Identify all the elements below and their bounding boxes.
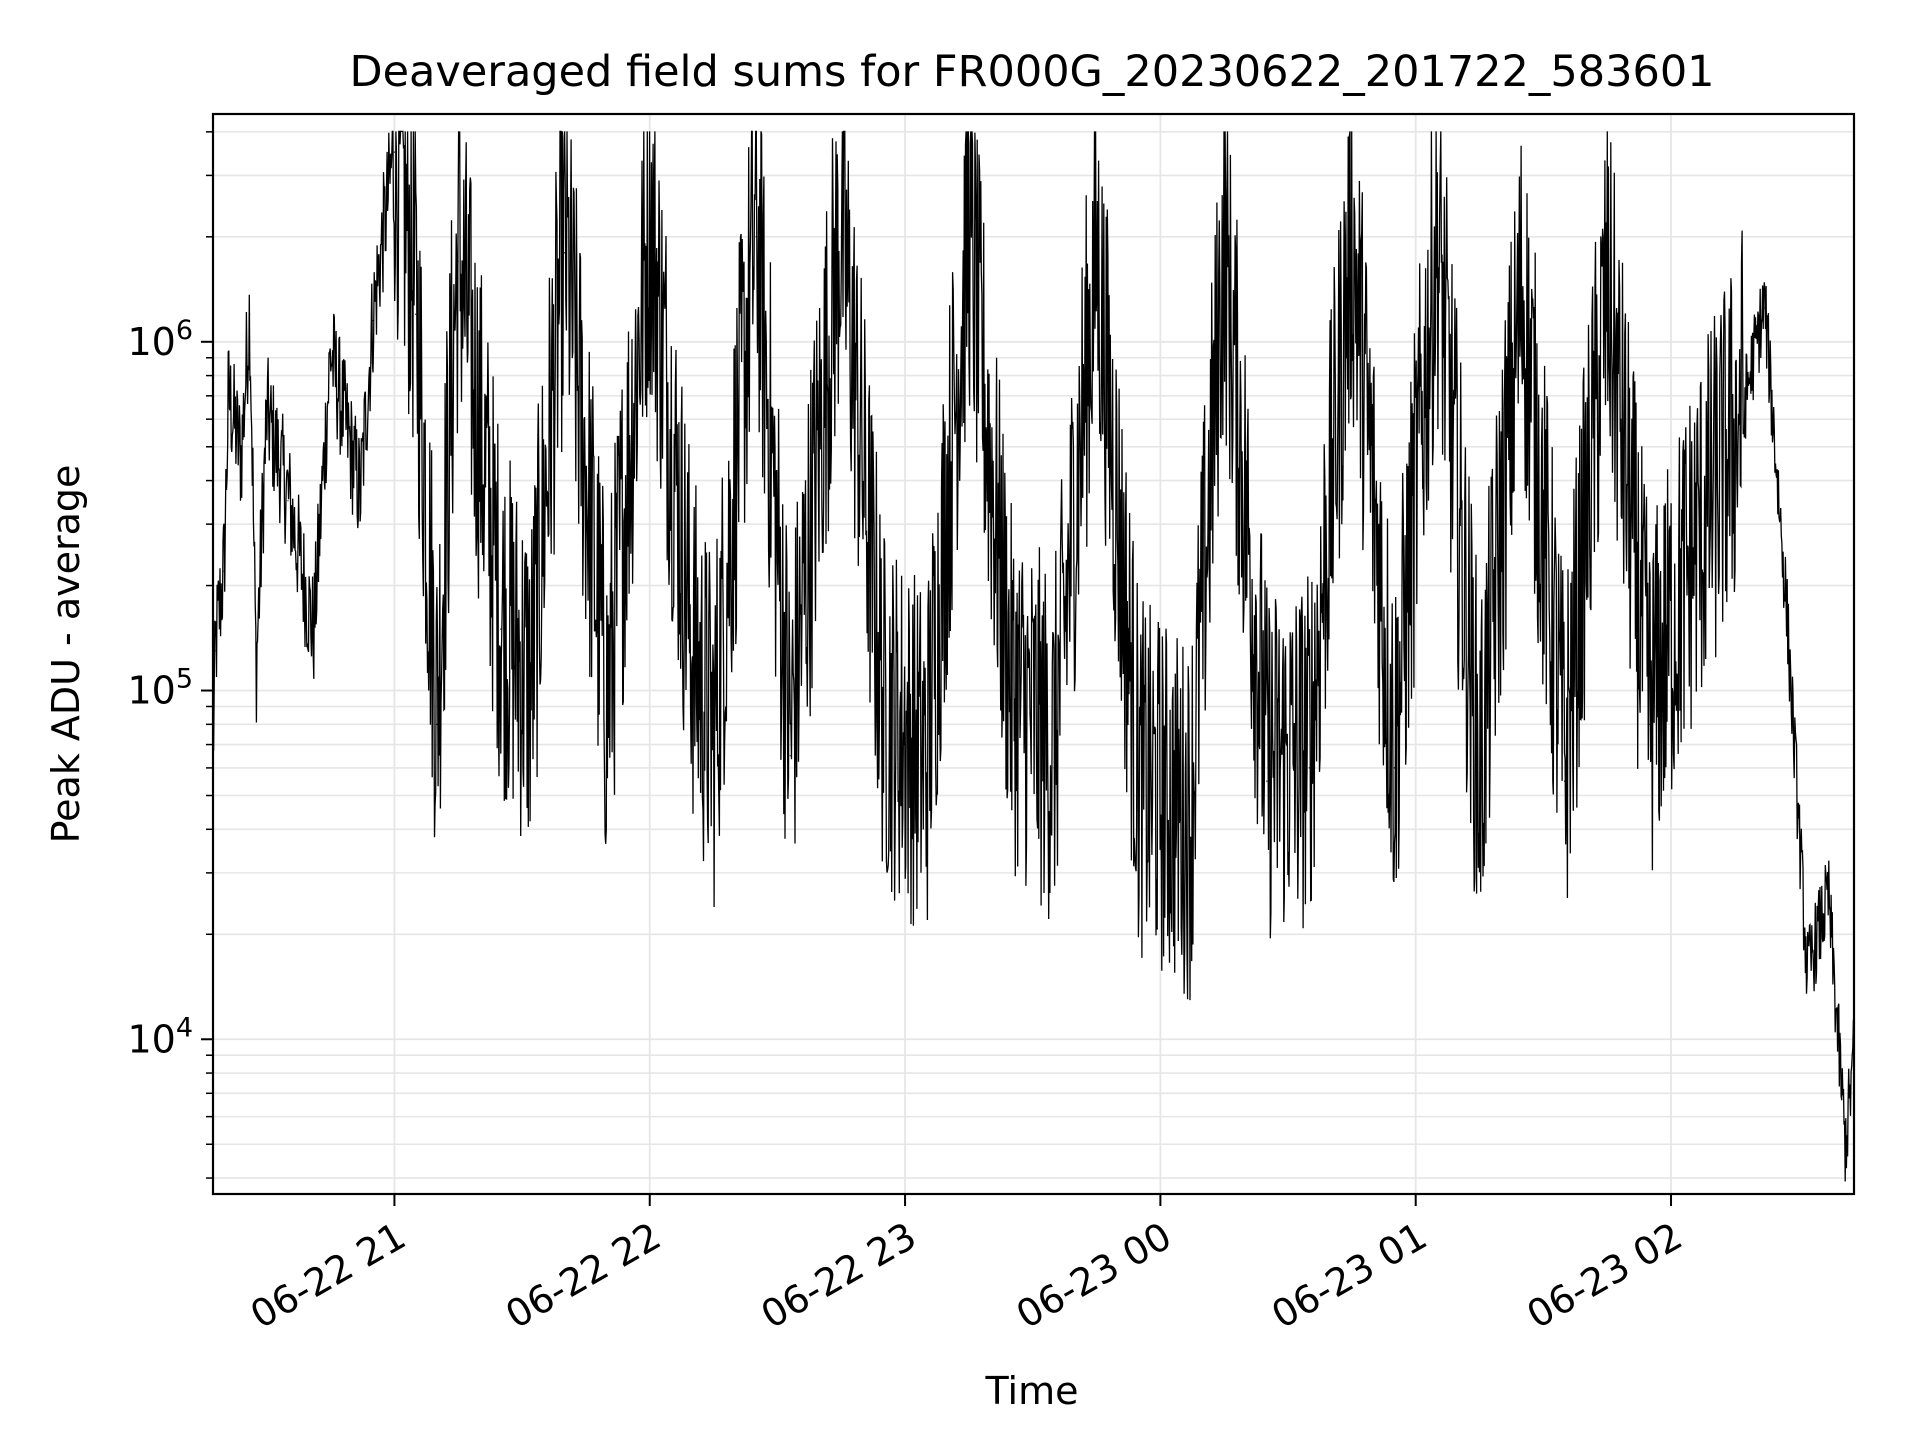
- data-point: [1010, 705, 1013, 708]
- data-point: [649, 228, 651, 230]
- data-point: [500, 628, 502, 630]
- data-point: [393, 151, 395, 153]
- x-tick-label: 06-22 22: [498, 1214, 668, 1338]
- data-point: [1649, 723, 1651, 725]
- y-tick-label: 106: [127, 315, 193, 364]
- data-point: [313, 639, 315, 641]
- data-point: [1806, 977, 1808, 979]
- series-line: [212, 130, 1855, 1182]
- data-point: [789, 755, 791, 757]
- data-point: [1138, 794, 1140, 797]
- data-point: [249, 313, 251, 315]
- data-point: [359, 500, 361, 502]
- y-axis-label: Peak ADU - average: [44, 465, 88, 844]
- data-point: [1266, 780, 1268, 782]
- data-point: [1351, 252, 1353, 254]
- data-point: [883, 723, 885, 725]
- x-tick-label: 06-23 01: [1264, 1214, 1434, 1338]
- x-tick-label: 06-22 23: [754, 1214, 924, 1338]
- data-point: [530, 705, 532, 708]
- data-point: [1734, 452, 1736, 454]
- data-point: [287, 500, 289, 502]
- data-point: [968, 244, 970, 246]
- x-axis: 06-22 21 06-22 22 06-22 23 06-23 00 06-23 01…: [243, 1194, 1690, 1337]
- data-point: [415, 313, 417, 315]
- chart-title: Deaveraged field sums for FR000G_2023062…: [349, 47, 1714, 97]
- data-point: [227, 399, 230, 401]
- data-point: [1478, 794, 1481, 797]
- y-tick-label: 104: [127, 1012, 193, 1061]
- data-point: [1844, 1149, 1847, 1151]
- plot-frame: [211, 112, 1856, 1196]
- data-point: [330, 357, 332, 359]
- data-point: [1785, 600, 1787, 603]
- data-point: [215, 650, 217, 652]
- x-tick-label: 06-23 00: [1009, 1214, 1179, 1338]
- data-point: [1606, 301, 1608, 303]
- data-point: [925, 780, 927, 782]
- data-point: [255, 675, 257, 677]
- data-point: [691, 662, 693, 664]
- data-point: [1521, 301, 1523, 303]
- data-point: [1827, 899, 1830, 902]
- data-point: [1691, 570, 1693, 572]
- data-point: [1564, 780, 1566, 782]
- y-axis: 104 105 106: [127, 131, 213, 1179]
- data-point: [606, 723, 608, 725]
- y-tick-label: 105: [127, 664, 193, 713]
- data-point: [1189, 836, 1191, 838]
- data-point: [1308, 767, 1310, 769]
- data-point: [457, 260, 459, 262]
- data-point: [223, 570, 225, 572]
- data-point: [266, 418, 268, 420]
- series-layer: [212, 130, 1855, 1182]
- data-point: [436, 723, 438, 725]
- data-point: [372, 320, 374, 322]
- data-point: [1764, 307, 1766, 309]
- data-point: [1095, 270, 1098, 272]
- data-point: [1223, 260, 1225, 262]
- data-point: [1393, 767, 1395, 769]
- x-tick-label: 06-23 02: [1520, 1214, 1690, 1338]
- data-point: [1436, 252, 1438, 254]
- data-point: [1053, 767, 1055, 769]
- data-point: [564, 252, 566, 254]
- x-axis-label: Time: [985, 1369, 1079, 1413]
- data-point: [840, 236, 842, 238]
- data-point: [755, 236, 757, 238]
- data-point: [713, 755, 715, 757]
- data-point: [240, 462, 242, 464]
- x-tick-label: 06-22 21: [243, 1214, 413, 1338]
